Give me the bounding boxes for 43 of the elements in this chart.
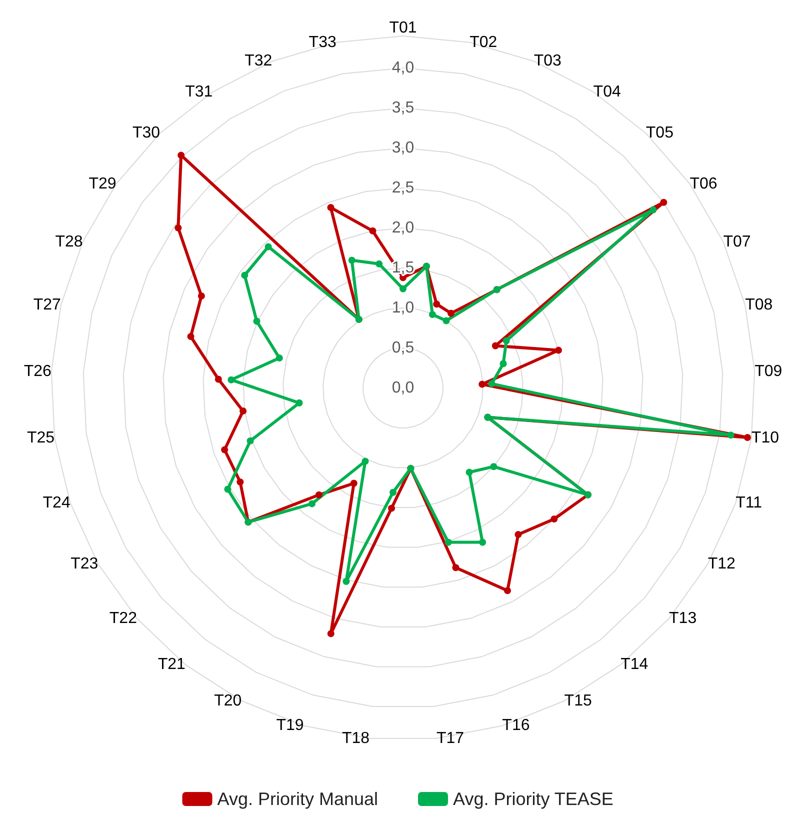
spoke-label: T05 (646, 124, 674, 142)
legend-label: Avg. Priority Manual (217, 789, 378, 809)
spoke-label: T08 (745, 296, 773, 314)
spoke-label: T22 (109, 610, 138, 628)
spoke-label: T01 (389, 20, 417, 36)
spoke-label: T15 (564, 692, 592, 710)
spoke-label: T14 (620, 656, 648, 674)
spoke-label: T17 (436, 730, 464, 747)
spoke-label: T12 (708, 556, 736, 572)
spoke-label: T04 (593, 83, 621, 100)
spoke-label: T26 (24, 362, 52, 380)
spoke-label: T13 (669, 610, 697, 628)
y-tick-label: 0,0 (392, 380, 414, 396)
spoke-label: T27 (33, 296, 62, 314)
y-tick-label: 2,0 (392, 220, 414, 236)
spoke-label: T25 (27, 430, 55, 447)
spoke-label: T23 (70, 556, 98, 572)
spoke-label: T21 (158, 656, 186, 674)
spoke-label: T20 (214, 692, 242, 710)
spoke-label: T16 (502, 717, 530, 734)
spoke-label: T30 (132, 124, 160, 142)
spoke-label: T24 (42, 494, 70, 512)
spoke-label: T19 (276, 717, 304, 734)
spoke-label: T09 (754, 362, 782, 380)
y-tick-label: 1,0 (392, 300, 414, 316)
spoke-label: T06 (690, 175, 718, 192)
spoke-label: T18 (342, 730, 370, 747)
y-tick-label: 2,5 (392, 180, 414, 196)
y-tick-label: 0,5 (392, 340, 414, 356)
y-tick-label: 3,0 (392, 140, 414, 156)
spoke-label: T33 (308, 34, 336, 51)
spoke-label: T32 (244, 52, 272, 70)
y-tick-label: 4,0 (392, 60, 414, 76)
spoke-label: T11 (736, 494, 762, 512)
spoke-label: T10 (751, 430, 780, 447)
legend-label: Avg. Priority TEASE (453, 789, 614, 809)
spoke-label: T28 (55, 233, 83, 250)
spoke-label: T29 (88, 175, 116, 192)
spoke-label: T07 (723, 233, 751, 250)
spoke-label: T03 (534, 52, 562, 70)
spoke-label: T31 (185, 83, 213, 100)
y-tick-label: 3,5 (392, 100, 414, 116)
spoke-label: T02 (470, 34, 498, 51)
